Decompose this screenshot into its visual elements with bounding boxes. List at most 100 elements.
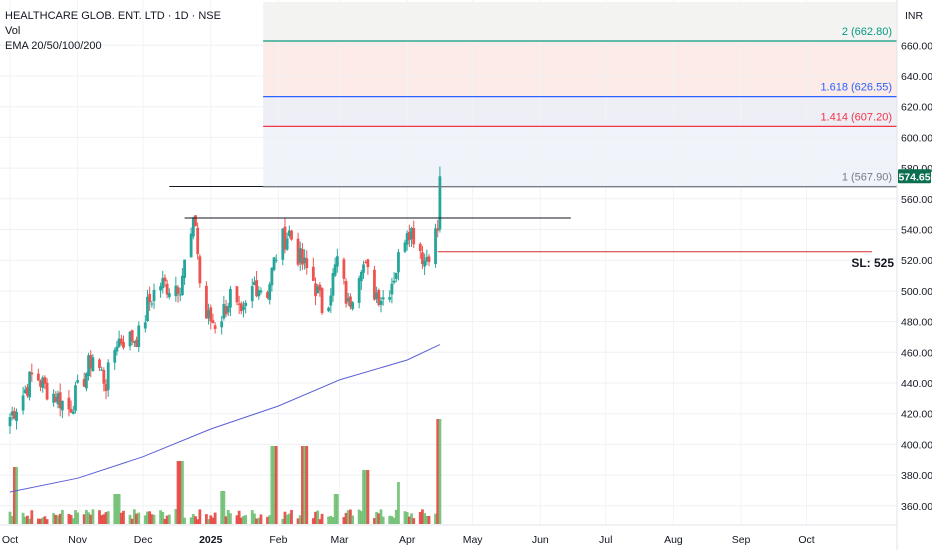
volume-bar [226,509,230,524]
candle-body [213,325,217,329]
volume-bar [194,516,197,524]
candle-body [423,260,427,267]
volume-bar [427,515,431,524]
volume-bar [388,515,392,524]
candle-body [8,417,12,427]
candle-body [270,267,274,286]
price-tick-label: 640.00 [901,71,932,83]
volume-bar [320,513,324,524]
volume-bar [174,509,178,524]
time-tick-label: 2025 [199,534,223,546]
volume-bar [132,509,136,524]
price-tick-label: 420.00 [901,409,932,421]
volume-bar [128,514,132,524]
candle-body [333,264,337,276]
candle-body [26,387,29,396]
candle-body [39,380,42,387]
volume-bar [211,517,215,524]
volume-bar [235,515,239,524]
volume-bar [163,518,167,524]
candle-body [253,281,256,286]
price-tick-label: 660.00 [901,40,932,52]
volume-bar [146,511,149,524]
time-tick-label: Mar [330,534,349,546]
candle-body [226,306,230,313]
time-tick-label: Sep [732,534,751,546]
volume-bar [67,513,71,524]
candle-body [194,215,197,227]
candle-body [130,330,134,342]
volume-bar [298,515,302,524]
candle-body [21,395,25,411]
candle-body [390,283,394,295]
price-axis[interactable]: INR 360.00 380.00 400.00 420.00 440.00 460.00 4… [896,0,932,550]
ema-indicator-label[interactable]: EMA 20/50/100/200 [5,40,102,52]
current-price-tag: 574.65 [898,169,931,184]
volume-bar [91,509,95,524]
volume-bar [418,512,422,524]
volume-bar [36,518,40,524]
price-tick-label: 600.00 [901,132,932,144]
volume-bar [274,446,278,524]
volume-bar [342,517,346,524]
volume-bar [255,518,258,524]
candle-body [239,303,243,312]
volume-bar [434,513,437,524]
volume-indicator-label[interactable]: Vol [5,25,21,37]
candle-body [167,293,171,298]
candle-body [23,389,27,394]
volume-bar [10,515,14,524]
candle-body [281,228,285,260]
volume-bar [242,515,245,524]
candle-body [305,258,309,269]
volume-bar [189,517,193,524]
volume-bar [15,467,18,524]
time-tick-label: Jun [532,534,549,546]
volume-bar [333,494,337,524]
candle-body [28,371,32,398]
candle-body [436,228,440,231]
volume-bar [58,513,62,524]
candle-body [71,411,75,414]
candle-body [150,303,154,305]
candle-body [128,331,132,347]
candle-body [207,310,210,319]
volume-bar [209,515,213,524]
volume-bar [359,511,363,524]
candle-body [229,288,232,308]
candle-body [285,238,289,250]
fib-label-2: 2 (662.80) [842,26,892,38]
volume-bar [327,516,331,524]
candle-body [266,292,269,298]
volume-bar [198,509,202,524]
candle-body [244,302,248,306]
volume-bar [181,461,184,524]
candle-body [87,355,90,377]
volume-bar [250,510,254,524]
volume-bar [84,509,88,524]
volume-bar [28,518,32,524]
candle-body [183,259,186,279]
candle-body [357,278,361,303]
volume-bar [403,511,407,524]
volume-bar [301,446,304,524]
price-tick-label: 560.00 [901,194,932,206]
volume-bar [89,514,93,524]
symbol-title[interactable]: HEALTHCARE GLOB. ENT. LTD · 1D · NSE [5,10,221,22]
volume-bar [26,515,29,524]
time-tick-label: Apr [399,534,416,546]
candle-body [191,218,195,237]
candle-body [91,357,95,372]
volume-bar [281,518,285,524]
time-axis[interactable]: Oct Nov Dec 2025 Feb Mar Apr May Jun Jul Aug Sep Oct [0,524,897,546]
volume-bar [253,513,256,524]
volume-bar [119,512,123,524]
volume-bar [314,511,317,524]
candle-body [174,285,178,297]
volume-bar [213,512,217,524]
time-tick-label: Oct [2,534,18,546]
candle-body [327,307,331,312]
volume-bar [148,511,152,524]
volume-bar [237,510,241,524]
